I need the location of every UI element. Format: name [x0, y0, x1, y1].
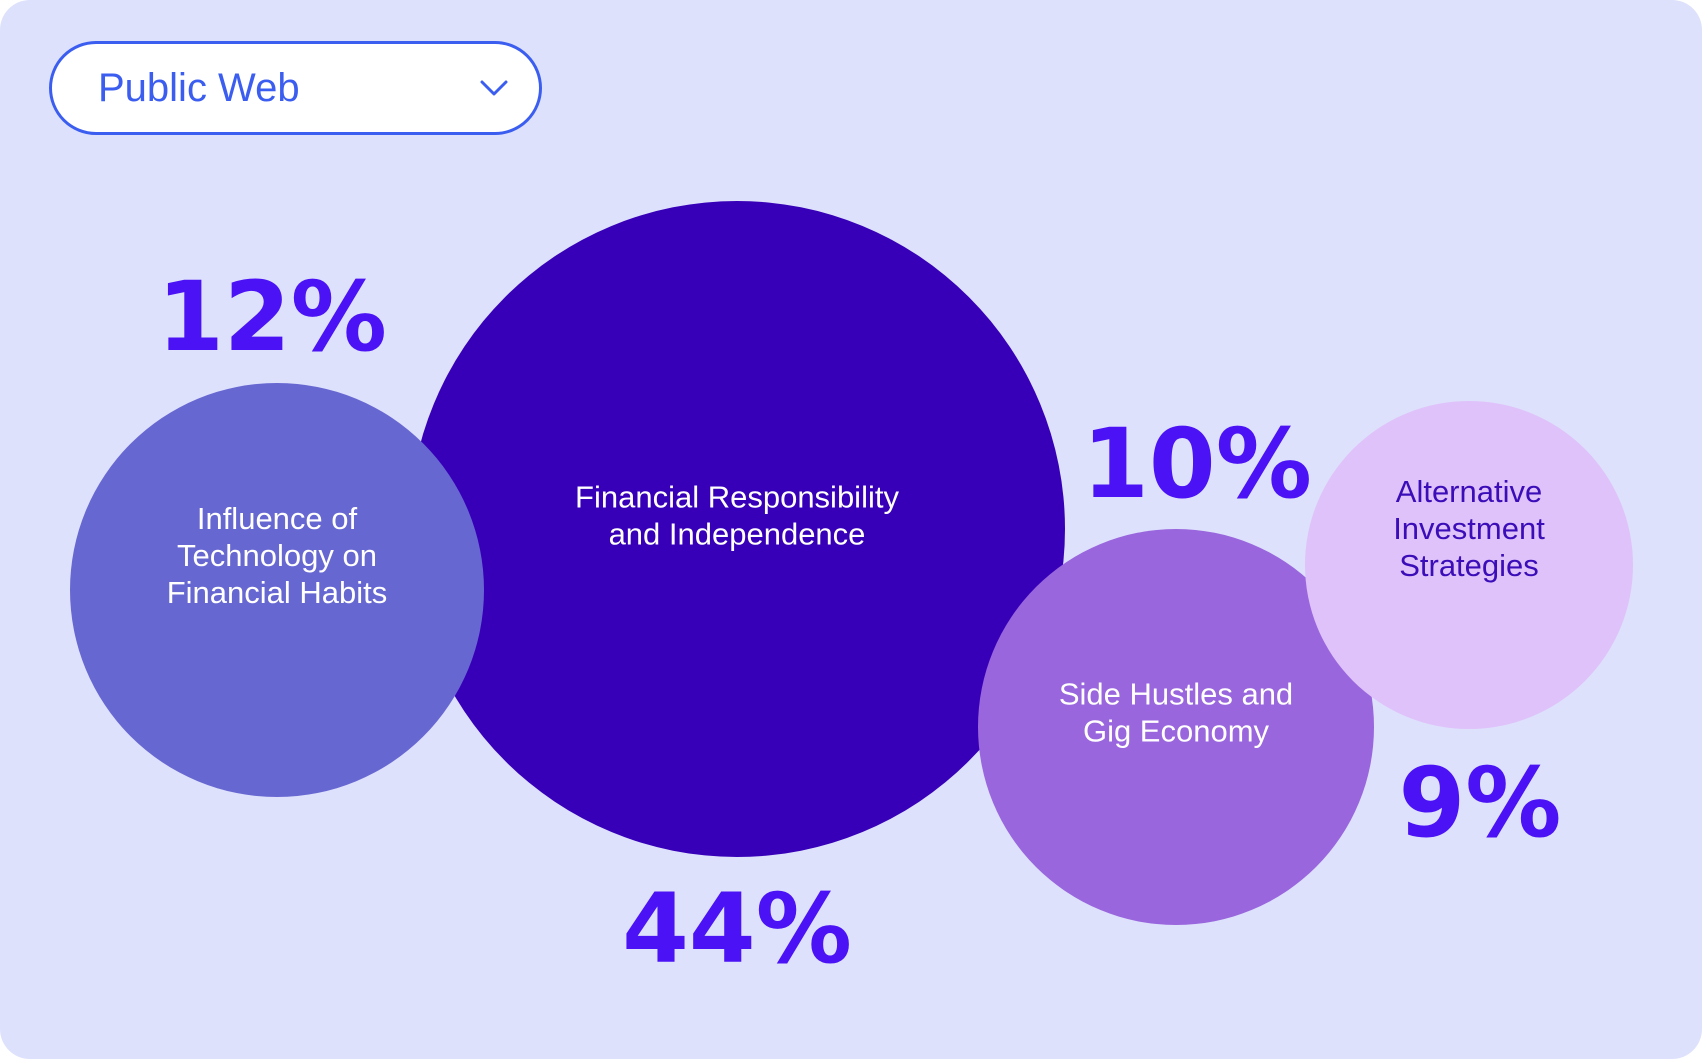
- bubble-value-label: 10%: [1082, 408, 1312, 520]
- bubble-label-line: Alternative: [1396, 474, 1542, 509]
- bubble-label-line: Gig Economy: [1083, 714, 1270, 749]
- bubble-value-label: 9%: [1399, 747, 1562, 859]
- bubble-label-line: Investment: [1393, 511, 1545, 546]
- bubble-label-line: Technology on: [177, 538, 377, 573]
- bubble: [978, 529, 1374, 925]
- bubble-label: Alternative Investment Strategies: [1393, 474, 1545, 583]
- bubble-label-line: Financial Habits: [167, 575, 388, 610]
- bubble-label: Influence of Technology on Financial Habit…: [167, 501, 388, 610]
- bubble-group: Side Hustles and Gig Economy: [978, 529, 1374, 925]
- source-filter-dropdown[interactable]: Public Web: [49, 41, 542, 135]
- bubble-label-line: and Independence: [609, 517, 866, 552]
- bubble-value-label: 44%: [622, 873, 852, 985]
- bubble-label: Financial Responsibility and Independence: [575, 480, 899, 552]
- bubble-group: Alternative Investment Strategies: [1305, 401, 1633, 729]
- bubble: [409, 201, 1065, 857]
- bubble-group: Influence of Technology on Financial Habit…: [70, 383, 484, 797]
- bubble: [70, 383, 484, 797]
- bubble-group: Financial Responsibility and Independence: [409, 201, 1065, 857]
- bubble-label-line: Strategies: [1399, 548, 1539, 583]
- chevron-down-icon: [480, 80, 508, 96]
- bubble-label-line: Influence of: [197, 501, 358, 536]
- bubble: [1305, 401, 1633, 729]
- bubble-label: Side Hustles and Gig Economy: [1059, 677, 1293, 749]
- bubble-label-line: Financial Responsibility: [575, 480, 899, 515]
- bubble-label-line: Side Hustles and: [1059, 677, 1293, 712]
- bubble-value-label: 12%: [157, 261, 387, 373]
- source-filter-value: Public Web: [98, 66, 300, 110]
